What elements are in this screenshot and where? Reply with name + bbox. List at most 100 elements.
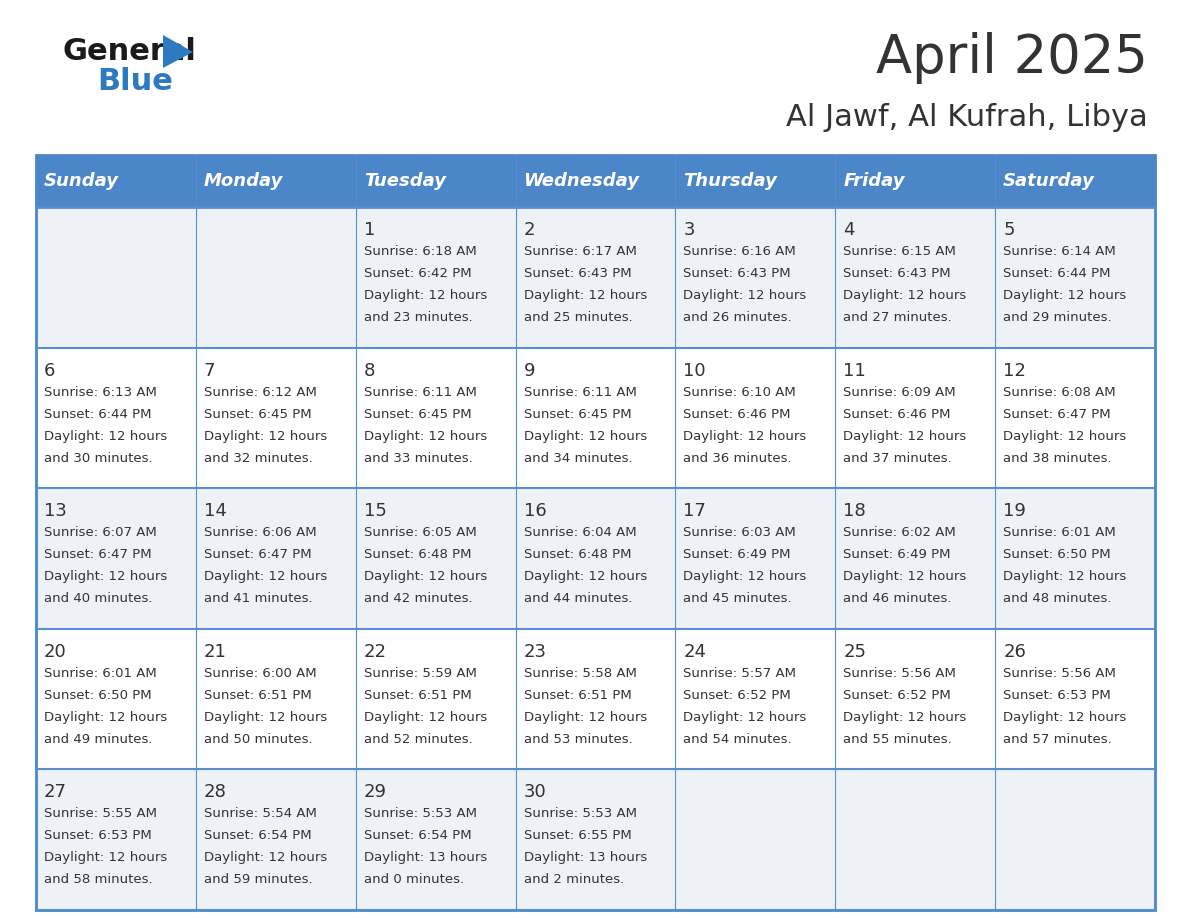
Text: Sunrise: 5:58 AM: Sunrise: 5:58 AM [524,666,637,680]
Text: Daylight: 12 hours: Daylight: 12 hours [204,570,327,583]
Text: Daylight: 12 hours: Daylight: 12 hours [204,711,327,723]
Text: Daylight: 12 hours: Daylight: 12 hours [683,570,807,583]
Bar [516,155,676,207]
Text: and 54 minutes.: and 54 minutes. [683,733,792,745]
Bar [996,155,1155,207]
Text: and 59 minutes.: and 59 minutes. [204,873,312,887]
Text: Sunrise: 6:15 AM: Sunrise: 6:15 AM [843,245,956,258]
Text: Daylight: 12 hours: Daylight: 12 hours [683,430,807,442]
Text: Sunset: 6:47 PM: Sunset: 6:47 PM [44,548,152,561]
Text: Sunset: 6:55 PM: Sunset: 6:55 PM [524,829,631,843]
Text: 1: 1 [364,221,375,239]
Text: and 53 minutes.: and 53 minutes. [524,733,632,745]
Text: and 37 minutes.: and 37 minutes. [843,452,952,465]
Text: 19: 19 [1003,502,1026,521]
Text: Sunset: 6:46 PM: Sunset: 6:46 PM [843,408,950,420]
Text: Daylight: 12 hours: Daylight: 12 hours [1003,711,1126,723]
Text: 3: 3 [683,221,695,239]
Text: Sunrise: 6:18 AM: Sunrise: 6:18 AM [364,245,476,258]
Text: 20: 20 [44,643,67,661]
Text: Sunrise: 6:02 AM: Sunrise: 6:02 AM [843,526,956,539]
Text: Daylight: 12 hours: Daylight: 12 hours [683,711,807,723]
Text: 13: 13 [44,502,67,521]
Text: Daylight: 12 hours: Daylight: 12 hours [204,430,327,442]
Text: 29: 29 [364,783,387,801]
Text: Daylight: 12 hours: Daylight: 12 hours [364,711,487,723]
Text: Sunset: 6:54 PM: Sunset: 6:54 PM [204,829,311,843]
Text: Daylight: 12 hours: Daylight: 12 hours [364,430,487,442]
Text: and 29 minutes.: and 29 minutes. [1003,311,1112,324]
Text: 25: 25 [843,643,866,661]
Text: Daylight: 13 hours: Daylight: 13 hours [364,851,487,865]
Text: Daylight: 12 hours: Daylight: 12 hours [1003,430,1126,442]
Text: Sunrise: 6:00 AM: Sunrise: 6:00 AM [204,666,316,680]
Text: Sunrise: 6:08 AM: Sunrise: 6:08 AM [1003,386,1116,398]
Text: Sunrise: 5:57 AM: Sunrise: 5:57 AM [683,666,796,680]
Text: and 36 minutes.: and 36 minutes. [683,452,792,465]
Text: 5: 5 [1003,221,1015,239]
Bar [676,155,835,207]
Text: Sunrise: 6:12 AM: Sunrise: 6:12 AM [204,386,317,398]
Polygon shape [163,35,192,68]
Text: Daylight: 12 hours: Daylight: 12 hours [524,570,646,583]
Text: Daylight: 12 hours: Daylight: 12 hours [1003,289,1126,302]
Text: Sunset: 6:51 PM: Sunset: 6:51 PM [204,688,311,701]
Bar [36,155,1155,910]
Text: and 38 minutes.: and 38 minutes. [1003,452,1112,465]
Text: Daylight: 12 hours: Daylight: 12 hours [843,570,967,583]
Text: and 48 minutes.: and 48 minutes. [1003,592,1112,605]
Text: and 50 minutes.: and 50 minutes. [204,733,312,745]
Text: Sunrise: 6:04 AM: Sunrise: 6:04 AM [524,526,637,539]
Bar [196,155,355,207]
Text: 21: 21 [204,643,227,661]
Text: Daylight: 12 hours: Daylight: 12 hours [1003,570,1126,583]
Text: Sunset: 6:50 PM: Sunset: 6:50 PM [1003,548,1111,561]
Text: and 26 minutes.: and 26 minutes. [683,311,792,324]
Text: Sunrise: 6:13 AM: Sunrise: 6:13 AM [44,386,157,398]
Text: Sunset: 6:51 PM: Sunset: 6:51 PM [524,688,631,701]
Text: Sunrise: 6:11 AM: Sunrise: 6:11 AM [364,386,476,398]
Text: Sunset: 6:45 PM: Sunset: 6:45 PM [524,408,631,420]
Text: April 2025: April 2025 [876,32,1148,84]
Text: Sunset: 6:53 PM: Sunset: 6:53 PM [44,829,152,843]
Text: Daylight: 12 hours: Daylight: 12 hours [44,570,168,583]
Text: and 23 minutes.: and 23 minutes. [364,311,473,324]
Bar [36,629,1155,769]
Text: Sunset: 6:54 PM: Sunset: 6:54 PM [364,829,472,843]
Text: and 0 minutes.: and 0 minutes. [364,873,463,887]
Text: Sunrise: 5:54 AM: Sunrise: 5:54 AM [204,808,317,821]
Text: Daylight: 12 hours: Daylight: 12 hours [843,430,967,442]
Text: 2: 2 [524,221,535,239]
Text: and 42 minutes.: and 42 minutes. [364,592,473,605]
Text: Friday: Friday [843,172,905,190]
Text: 30: 30 [524,783,546,801]
Text: Tuesday: Tuesday [364,172,446,190]
Text: and 52 minutes.: and 52 minutes. [364,733,473,745]
Text: and 25 minutes.: and 25 minutes. [524,311,632,324]
Text: 16: 16 [524,502,546,521]
Text: Sunset: 6:42 PM: Sunset: 6:42 PM [364,267,472,280]
Text: 7: 7 [204,362,215,380]
Text: Daylight: 12 hours: Daylight: 12 hours [44,711,168,723]
Text: and 49 minutes.: and 49 minutes. [44,733,152,745]
Text: Sunrise: 6:01 AM: Sunrise: 6:01 AM [1003,526,1116,539]
Text: and 58 minutes.: and 58 minutes. [44,873,152,887]
Bar [355,155,516,207]
Text: Sunrise: 6:03 AM: Sunrise: 6:03 AM [683,526,796,539]
Text: and 32 minutes.: and 32 minutes. [204,452,312,465]
Text: 18: 18 [843,502,866,521]
Text: 17: 17 [683,502,707,521]
Text: Sunset: 6:43 PM: Sunset: 6:43 PM [524,267,631,280]
Text: Sunrise: 6:11 AM: Sunrise: 6:11 AM [524,386,637,398]
Text: and 44 minutes.: and 44 minutes. [524,592,632,605]
Text: Daylight: 12 hours: Daylight: 12 hours [44,430,168,442]
Text: Sunset: 6:49 PM: Sunset: 6:49 PM [843,548,950,561]
Text: Sunset: 6:47 PM: Sunset: 6:47 PM [204,548,311,561]
Text: Blue: Blue [97,68,173,96]
Text: Al Jawf, Al Kufrah, Libya: Al Jawf, Al Kufrah, Libya [786,104,1148,132]
Text: 10: 10 [683,362,706,380]
Text: 24: 24 [683,643,707,661]
Text: Sunset: 6:48 PM: Sunset: 6:48 PM [524,548,631,561]
Text: Sunrise: 5:56 AM: Sunrise: 5:56 AM [1003,666,1116,680]
Text: Daylight: 13 hours: Daylight: 13 hours [524,851,646,865]
